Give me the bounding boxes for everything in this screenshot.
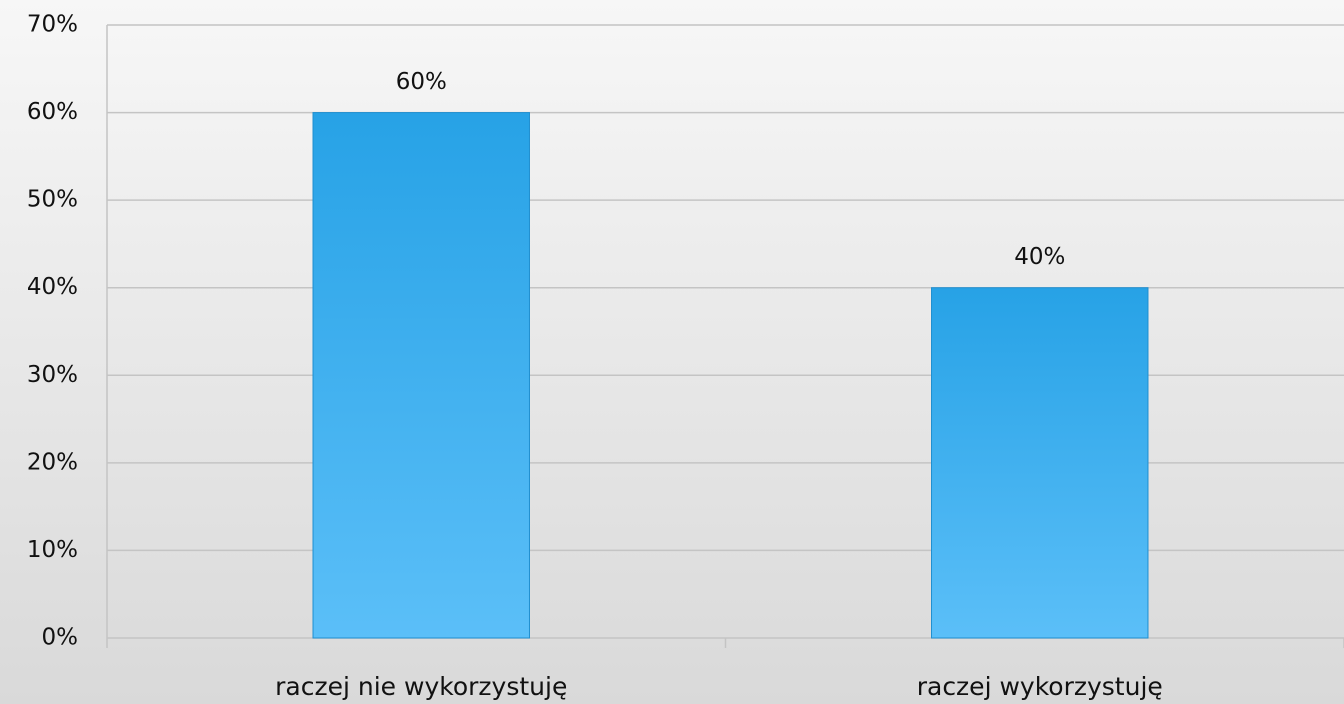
y-tick-label: 60% [27,99,78,125]
y-tick-label: 50% [27,187,78,213]
bar [312,112,530,639]
y-tick-label: 30% [27,362,78,388]
y-tick-label: 10% [27,537,78,563]
data-label: 60% [396,69,447,95]
x-tick-label: raczej wykorzystuję [917,672,1163,701]
y-tick-label: 70% [27,12,78,38]
x-tick-label: raczej nie wykorzystuję [275,672,567,701]
y-tick-label: 40% [27,274,78,300]
y-tick-label: 20% [27,449,78,475]
bar [931,287,1149,639]
data-label: 40% [1014,244,1065,270]
y-tick-label: 0% [42,625,79,651]
